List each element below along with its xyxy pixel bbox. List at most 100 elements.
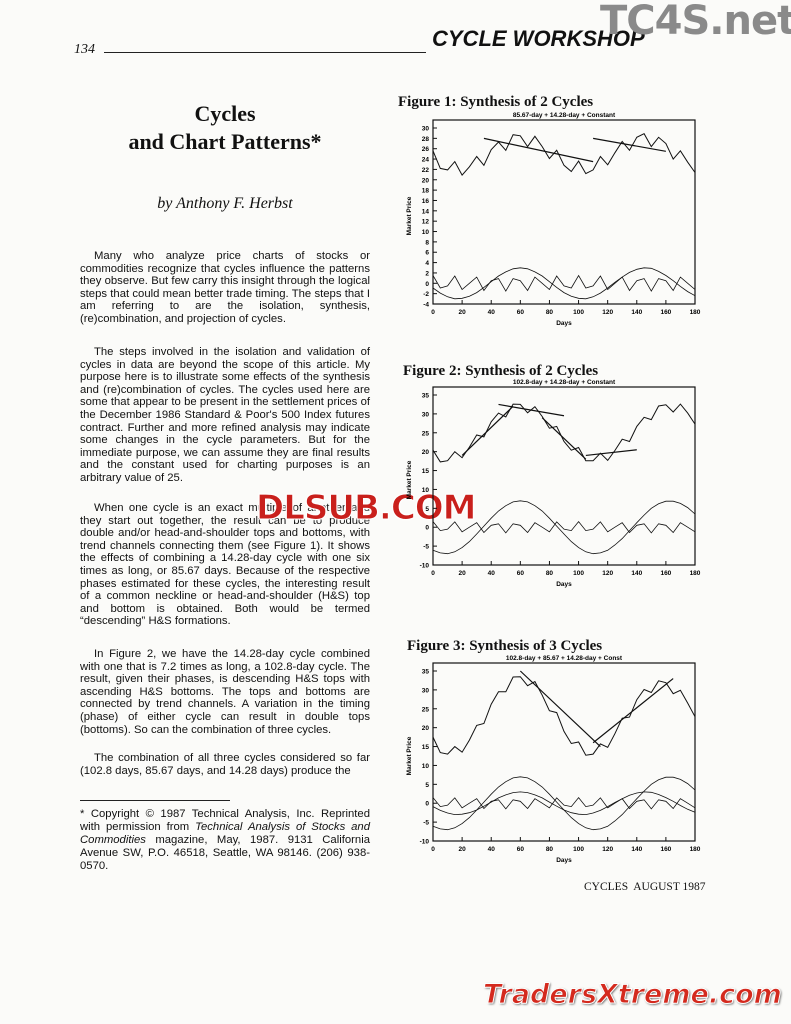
x-tick-label: 180 [690, 570, 701, 577]
x-tick-label: 160 [660, 846, 671, 853]
chart-subtitle: 102.8-day + 85.67 + 14.28-day + Const [506, 655, 623, 662]
watermark: TC4S.net [600, 0, 791, 44]
x-tick-label: 60 [517, 846, 525, 853]
x-axis-label: Days [556, 857, 572, 864]
plot-frame [432, 119, 696, 305]
series-line [432, 796, 696, 810]
x-axis-label: Days [556, 320, 572, 327]
y-tick-label: 30 [422, 687, 430, 694]
x-tick-label: 40 [488, 309, 496, 316]
paragraph: The steps involved in the isolation and … [80, 346, 370, 484]
y-tick-label: 18 [422, 188, 430, 195]
trend-line [519, 670, 601, 747]
y-tick-label: -5 [423, 820, 429, 827]
paragraph: Many who analyze price charts of stocks … [80, 250, 370, 325]
y-tick-label: 0 [425, 281, 429, 288]
y-tick-label: 28 [422, 136, 430, 143]
page-number: 134 [74, 42, 95, 57]
y-tick-label: -2 [423, 291, 429, 298]
y-tick-label: 5 [425, 782, 429, 789]
x-tick-label: 160 [660, 309, 671, 316]
x-tick-label: 0 [431, 570, 435, 577]
x-tick-label: 40 [488, 846, 496, 853]
trend-line [483, 137, 594, 163]
x-tick-label: 140 [631, 846, 642, 853]
y-tick-label: 25 [422, 706, 430, 713]
figure-chart: 85.67-day + 14.28-day + Constant -4 -2 0 24 6… [406, 112, 701, 327]
x-tick-label: 160 [660, 570, 671, 577]
y-tick-label: 35 [422, 669, 430, 676]
y-tick-label: 30 [422, 126, 430, 133]
y-tick-label: 4 [425, 260, 429, 267]
paragraph: When one cycle is an exact multiple of a… [80, 502, 370, 628]
y-tick-label: 25 [422, 430, 430, 437]
x-tick-label: 60 [517, 309, 525, 316]
figure-title: Figure 3: Synthesis of 3 Cycles [407, 638, 603, 654]
x-tick-label: 100 [573, 309, 584, 316]
article-title: Cycles and Chart Patterns* [80, 100, 370, 156]
y-tick-label: 24 [422, 157, 430, 164]
y-tick-label: -10 [420, 563, 430, 570]
y-tick-label: 30 [422, 411, 430, 418]
title-line: Cycles [194, 101, 256, 126]
series-line [432, 791, 696, 816]
y-tick-label: 14 [422, 208, 430, 215]
x-tick-label: 180 [690, 846, 701, 853]
x-tick-label: 20 [458, 846, 466, 853]
x-tick-label: 180 [690, 309, 701, 316]
plot-frame [432, 662, 696, 842]
y-tick-label: 12 [422, 219, 430, 226]
x-tick-label: 40 [488, 570, 496, 577]
paragraph: The combination of all three cycles cons… [80, 752, 370, 777]
figure-chart: 102.8-day + 14.28-day + Constant -10 -5 0 5 1… [406, 379, 701, 588]
footnote-publication: Technical Analysis of Stocks and Commodi… [80, 821, 370, 846]
y-tick-label: 10 [422, 229, 430, 236]
x-tick-label: 120 [602, 570, 613, 577]
y-tick-label: 20 [422, 177, 430, 184]
x-axis-label: Days [556, 581, 572, 588]
y-tick-label: 15 [422, 468, 430, 475]
figure-title: Figure 1: Synthesis of 2 Cycles [398, 94, 594, 110]
y-tick-label: 26 [422, 146, 430, 153]
x-tick-label: 80 [546, 309, 554, 316]
y-tick-label: 15 [422, 744, 430, 751]
trend-line [541, 417, 587, 460]
figure-title: Figure 2: Synthesis of 2 Cycles [403, 363, 599, 379]
y-tick-label: -4 [423, 302, 429, 309]
series-line [432, 676, 696, 756]
x-tick-label: 80 [546, 846, 554, 853]
series-line [432, 520, 696, 534]
x-tick-label: 60 [517, 570, 525, 577]
y-tick-label: 20 [422, 449, 430, 456]
x-tick-label: 120 [602, 846, 613, 853]
x-tick-label: 20 [458, 309, 466, 316]
series-line [432, 267, 696, 300]
x-tick-label: 20 [458, 570, 466, 577]
series-line [432, 500, 696, 555]
x-tick-label: 80 [546, 570, 554, 577]
y-tick-label: 5 [425, 506, 429, 513]
y-tick-label: 0 [425, 525, 429, 532]
x-tick-label: 100 [573, 570, 584, 577]
chart-subtitle: 85.67-day + 14.28-day + Constant [513, 112, 616, 119]
y-tick-label: 8 [425, 239, 429, 246]
x-tick-label: 120 [602, 309, 613, 316]
watermark: DLSUB.COM [256, 488, 478, 529]
y-tick-label: 6 [425, 250, 429, 257]
y-tick-label: -5 [423, 544, 429, 551]
trend-line [498, 403, 565, 417]
watermark: TradersXtreme.com [483, 979, 783, 1011]
series-line [432, 133, 696, 176]
y-axis-label: Market Price [406, 460, 413, 499]
series-line [432, 403, 696, 463]
trend-line [592, 678, 674, 744]
x-tick-label: 100 [573, 846, 584, 853]
chart-subtitle: 102.8-day + 14.28-day + Constant [513, 379, 616, 386]
figure-chart: 102.8-day + 85.67 + 14.28-day + Const -10… [406, 655, 701, 864]
y-axis-label: Market Price [406, 196, 413, 235]
y-tick-label: 22 [422, 167, 430, 174]
y-tick-label: 10 [422, 763, 430, 770]
trend-line [585, 449, 637, 457]
footnote-rule [80, 800, 230, 801]
